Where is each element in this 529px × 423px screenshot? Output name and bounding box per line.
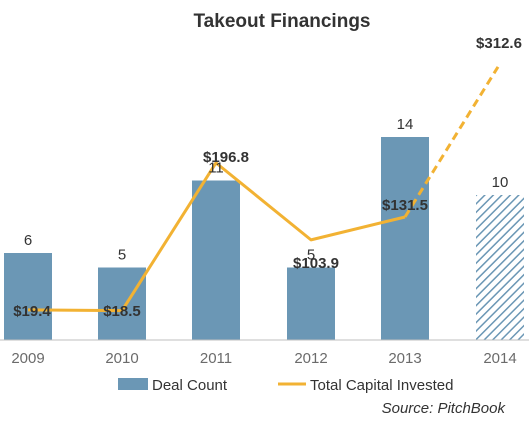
deal-count-label-2013: 14: [397, 116, 414, 133]
capital-label-2009: $19.4: [13, 303, 51, 320]
capital-label-2010: $18.5: [103, 303, 141, 320]
legend-swatch-deal-count: [118, 378, 148, 390]
capital-line-projected: [403, 66, 500, 218]
capital-label-2011: $196.8: [203, 149, 249, 166]
source-note: Source: PitchBook: [382, 400, 507, 417]
deal-count-labels: 6 5 11 5 14 10: [24, 116, 509, 264]
legend-label-capital: Total Capital Invested: [310, 377, 453, 394]
deal-count-label-2010: 5: [118, 247, 126, 264]
legend-label-deal-count: Deal Count: [152, 377, 228, 394]
bar-2009: [4, 253, 52, 340]
bar-2011: [192, 180, 240, 340]
capital-labels: $19.4 $18.5 $196.8 $103.9 $131.5 $312.6: [13, 35, 522, 320]
deal-count-label-2014: 10: [492, 174, 509, 191]
capital-line: [27, 161, 406, 313]
x-tick-2011: 2011: [200, 350, 232, 367]
deal-count-label-2012: 5: [307, 247, 315, 264]
deal-count-label-2009: 6: [24, 232, 32, 249]
line-series: [27, 66, 500, 313]
x-tick-2014: 2014: [483, 350, 516, 367]
bar-2010: [98, 267, 146, 340]
x-tick-2010: 2010: [105, 350, 138, 367]
x-axis-ticks: 2009 2010 2011 2012 2013 2014: [11, 350, 516, 367]
x-tick-2012: 2012: [294, 350, 327, 367]
bar-2012: [287, 267, 335, 340]
x-tick-2013: 2013: [388, 350, 421, 367]
legend: Deal Count Total Capital Invested: [118, 377, 453, 394]
capital-label-2012: $103.9: [293, 255, 339, 272]
capital-label-2014: $312.6: [476, 35, 522, 52]
bar-2014: [476, 195, 524, 340]
capital-label-2013: $131.5: [382, 197, 428, 214]
bar-series: [4, 137, 524, 340]
bar-2013: [381, 137, 429, 340]
deal-count-label-2011: 11: [208, 160, 224, 177]
x-tick-2009: 2009: [11, 350, 44, 367]
chart-title: Takeout Financings: [193, 11, 370, 32]
